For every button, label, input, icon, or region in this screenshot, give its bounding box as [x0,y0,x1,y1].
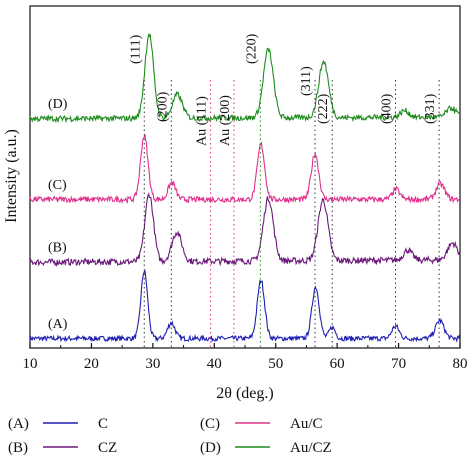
reflection-label-8: (400) [380,93,395,124]
reflection-label-9: (331) [423,93,438,124]
reflection-label-7: (222) [316,93,331,124]
legend-label-2: CZ [98,440,117,456]
x-tick-label-6: 60 [330,356,345,372]
x-axis-label: 2θ (deg.) [216,385,273,402]
trace-marker-3: (C) [48,178,67,193]
reflection-label-2: (200) [155,91,170,122]
legend: (A) C (B) CZ (C) Au/C (D) Au/CZ [8,416,332,456]
traces [29,32,461,343]
legend-label-1: C [98,416,108,432]
reflection-label-4: Au (200) [218,95,233,146]
legend-marker-1: (A) [8,416,29,432]
reflection-label-5: (220) [244,33,259,64]
legend-label-3: Au/C [290,416,323,432]
legend-marker-3: (C) [200,416,220,432]
x-tick-label-3: 30 [145,356,160,372]
trace-marker-4: (D) [48,97,68,112]
x-tick-label-5: 50 [268,356,283,372]
trace-marker-1: (A) [48,317,68,332]
x-axis-ticks: 10 20 30 40 50 60 70 80 [23,343,468,372]
reflection-label-6: (311) [299,66,314,96]
reflection-label-3: Au (111) [195,96,210,146]
trace-markers: (A) (B) (C) (D) [48,97,68,332]
legend-marker-2: (B) [8,440,28,456]
series-line-3 [29,134,461,205]
x-tick-label-1: 10 [23,356,38,372]
trace-marker-2: (B) [48,241,67,256]
y-axis-label: Intensity (a.u.) [3,129,20,223]
x-tick-label-7: 70 [391,356,406,372]
series-line-1 [29,269,461,343]
reflection-label-1: (111) [128,34,143,64]
x-tick-label-8: 80 [453,356,468,372]
legend-marker-4: (D) [200,440,221,456]
series-line-2 [29,192,461,267]
reflection-lines [143,80,440,348]
legend-label-4: Au/CZ [290,440,332,456]
x-tick-label-2: 20 [84,356,99,372]
reflection-labels: (111) (200) Au (111) Au (200) (220) (311)(222… [128,33,438,146]
x-tick-label-4: 40 [207,356,222,372]
series-line-4 [29,32,461,124]
